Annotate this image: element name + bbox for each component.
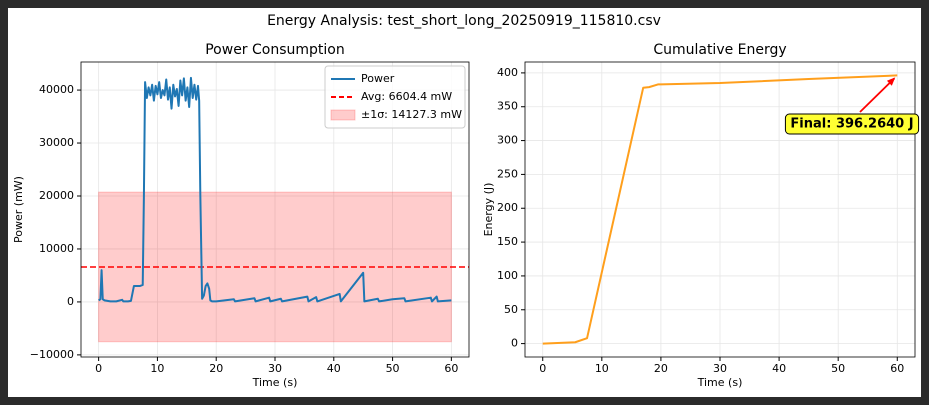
chart-title: Power Consumption	[205, 42, 345, 58]
x-tick-label: 50	[386, 362, 400, 375]
x-axis-label: Time (s)	[252, 376, 298, 389]
y-tick-label: −10000	[30, 348, 74, 361]
x-tick-label: 10	[595, 362, 609, 375]
y-tick-label: 0	[67, 295, 74, 308]
y-tick-label: 20000	[39, 189, 74, 202]
x-axis-label: Time (s)	[697, 376, 743, 389]
x-tick-label: 30	[713, 362, 727, 375]
legend-label: Power	[361, 72, 395, 85]
annotation-text: Final: 396.2640 J	[790, 117, 913, 132]
annotation-arrow	[859, 77, 895, 113]
legend-label: Avg: 6604.4 mW	[361, 90, 452, 103]
data-line	[98, 76, 452, 303]
x-tick-label: 0	[539, 362, 546, 375]
legend-box	[324, 65, 466, 129]
axes-frame	[524, 61, 916, 358]
annotation-arrowhead	[886, 77, 896, 86]
y-tick-label: 0	[511, 337, 518, 350]
chart-title: Cumulative Energy	[653, 42, 786, 58]
x-tick-label: 20	[654, 362, 668, 375]
figure-title: Energy Analysis: test_short_long_2025091…	[267, 13, 661, 29]
axes-frame	[80, 61, 470, 358]
x-tick-label: 60	[890, 362, 904, 375]
y-tick-label: 350	[497, 100, 518, 113]
y-tick-label: 300	[497, 134, 518, 147]
x-tick-label: 0	[95, 362, 102, 375]
y-tick-label: 40000	[39, 83, 74, 96]
y-axis-label: Power (mW)	[12, 176, 25, 243]
legend-label: ±1σ: 14127.3 mW	[361, 108, 462, 121]
y-tick-label: 400	[497, 66, 518, 79]
y-tick-label: 100	[497, 269, 518, 282]
annotation-box	[784, 113, 920, 135]
y-tick-label: 10000	[39, 242, 74, 255]
x-tick-label: 60	[444, 362, 458, 375]
x-tick-label: 30	[268, 362, 282, 375]
annotation: Final: 396.2640 J	[784, 77, 920, 135]
y-tick-label: 150	[497, 235, 518, 248]
y-tick-label: 200	[497, 201, 518, 214]
y-axis-label: Energy (J)	[482, 183, 495, 237]
legend: Power Avg: 6604.4 mW ±1σ: 14127.3 mW	[324, 65, 466, 129]
x-tick-label: 40	[327, 362, 341, 375]
data-line	[542, 74, 898, 345]
y-tick-label: 250	[497, 167, 518, 180]
legend-swatch	[330, 109, 356, 121]
x-tick-label: 10	[150, 362, 164, 375]
x-tick-label: 20	[209, 362, 223, 375]
y-tick-label: 30000	[39, 136, 74, 149]
x-tick-label: 40	[772, 362, 786, 375]
x-tick-label: 50	[831, 362, 845, 375]
y-tick-label: 50	[504, 303, 518, 316]
